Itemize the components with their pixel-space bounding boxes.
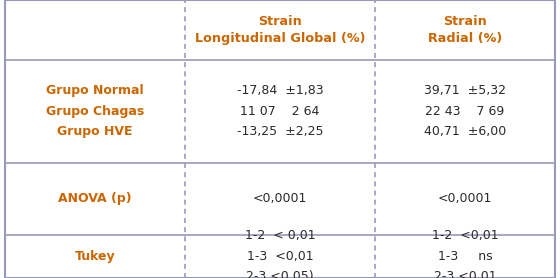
Text: 39,71  ±5,32
22 43    7 69
40,71  ±6,00: 39,71 ±5,32 22 43 7 69 40,71 ±6,00 bbox=[424, 84, 506, 138]
Text: <0,0001: <0,0001 bbox=[253, 192, 307, 205]
Text: 1-2  <0,01
1-3     ns
2-3 <0,01: 1-2 <0,01 1-3 ns 2-3 <0,01 bbox=[432, 229, 498, 278]
Text: 1-2  < 0,01
1-3  <0,01
2-3 <0,05): 1-2 < 0,01 1-3 <0,01 2-3 <0,05) bbox=[245, 229, 315, 278]
Text: Grupo Normal
Grupo Chagas
Grupo HVE: Grupo Normal Grupo Chagas Grupo HVE bbox=[46, 84, 144, 138]
Text: Strain
Longitudinal Global (%): Strain Longitudinal Global (%) bbox=[195, 15, 365, 45]
Text: Tukey: Tukey bbox=[74, 250, 115, 263]
Text: Strain
Radial (%): Strain Radial (%) bbox=[428, 15, 502, 45]
Text: <0,0001: <0,0001 bbox=[438, 192, 492, 205]
Text: ANOVA (p): ANOVA (p) bbox=[58, 192, 132, 205]
Text: -17,84  ±1,83
11 07    2 64
-13,25  ±2,25: -17,84 ±1,83 11 07 2 64 -13,25 ±2,25 bbox=[237, 84, 323, 138]
